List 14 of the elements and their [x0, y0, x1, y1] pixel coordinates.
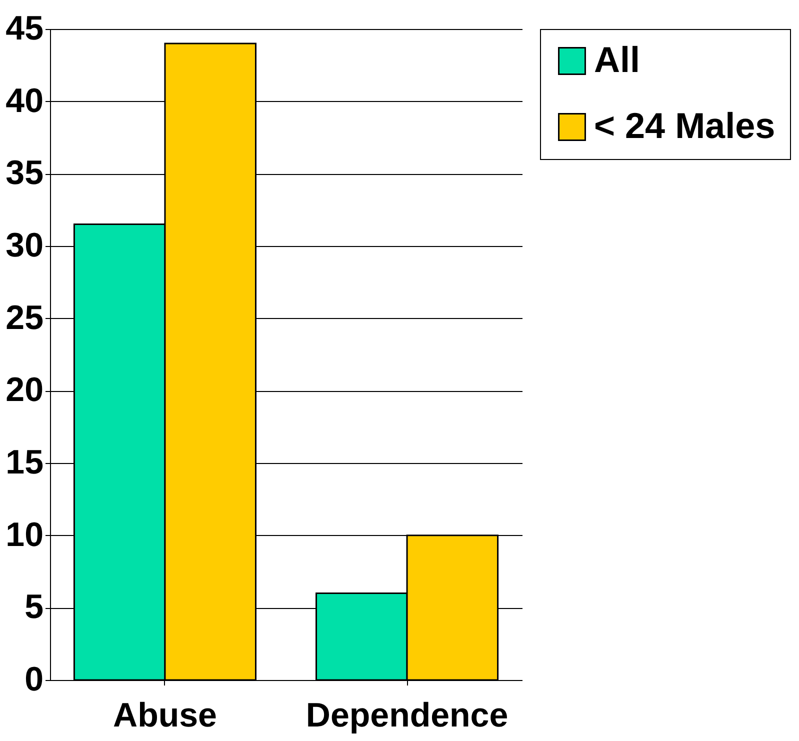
y-tick-label: 10: [6, 516, 44, 554]
y-tick-label: 5: [24, 588, 44, 626]
y-tick-label: 25: [6, 298, 44, 337]
y-tick-label: 45: [6, 10, 44, 48]
x-tick-label: Abuse: [113, 696, 217, 734]
y-tick-label: 35: [6, 154, 44, 192]
y-tick-label: 0: [24, 660, 44, 698]
y-tick-label: 30: [6, 226, 44, 264]
legend-label: < 24 Males: [594, 105, 776, 146]
x-tick-label: Dependence: [306, 696, 508, 734]
y-tick-label: 20: [6, 371, 44, 410]
y-tick-label: 40: [6, 82, 44, 120]
legend-label: All: [594, 39, 640, 80]
y-tick-label: 15: [6, 444, 44, 482]
